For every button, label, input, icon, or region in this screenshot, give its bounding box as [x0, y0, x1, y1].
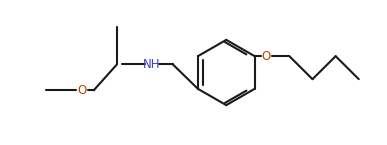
- Text: O: O: [262, 50, 271, 63]
- Text: O: O: [77, 84, 87, 97]
- Text: NH: NH: [143, 58, 160, 71]
